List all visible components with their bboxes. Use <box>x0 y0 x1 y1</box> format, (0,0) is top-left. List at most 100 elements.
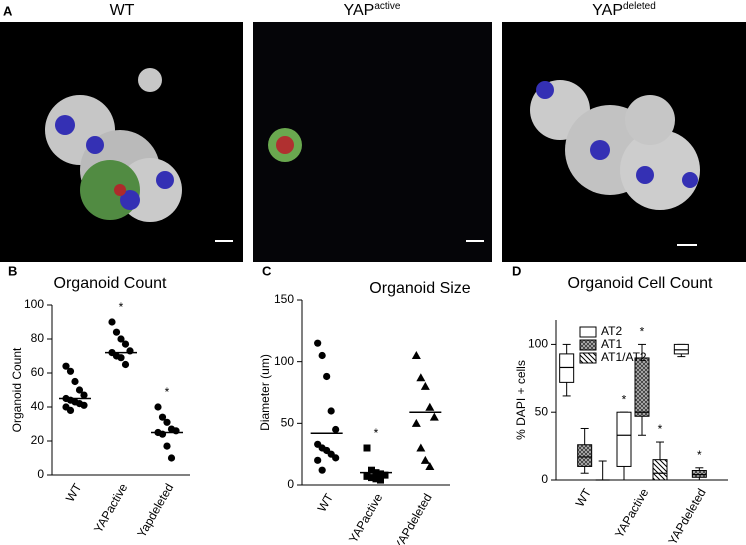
data-point <box>416 443 426 452</box>
data-point <box>372 475 380 483</box>
title-sup: active <box>374 1 401 12</box>
y-tick-label: 100 <box>528 337 548 351</box>
x-tick-label: YAPactive <box>91 481 131 535</box>
image-title: WT <box>110 2 135 19</box>
y-tick-label: 0 <box>287 477 294 491</box>
significance-star: * <box>374 426 379 440</box>
data-point <box>411 351 421 359</box>
x-tick-label: WT <box>315 491 337 515</box>
significance-star: * <box>658 422 663 436</box>
data-point <box>167 454 176 462</box>
image-title: YAPactive <box>344 1 401 20</box>
panel-letter: A <box>3 3 13 18</box>
box <box>634 357 650 417</box>
data-point <box>121 360 130 369</box>
title-text: WT <box>110 2 135 19</box>
data-point <box>377 476 384 484</box>
data-point <box>172 427 180 435</box>
y-tick-label: 80 <box>31 331 45 345</box>
data-point <box>332 425 340 434</box>
y-tick-label: 150 <box>274 292 294 306</box>
title-sup: deleted <box>623 1 656 12</box>
data-point <box>154 403 162 411</box>
x-tick-label: YAPactive <box>346 491 386 545</box>
data-point <box>108 318 116 326</box>
chart-title: Organoid Count <box>54 275 168 292</box>
data-point <box>420 381 430 390</box>
y-axis-label: Diameter (um) <box>258 354 272 431</box>
y-tick-label: 0 <box>37 467 44 481</box>
box <box>673 343 689 355</box>
data-point <box>117 354 125 362</box>
data-point <box>112 328 121 336</box>
x-tick-label: YAPdeleted <box>391 491 434 545</box>
y-tick-label: 40 <box>31 399 45 413</box>
data-point <box>327 407 335 415</box>
data-point <box>377 470 384 478</box>
panel-letter: B <box>8 263 17 278</box>
legend-label: AT1/AT2 <box>601 350 647 364</box>
x-tick-label: Yapdeleted <box>134 481 176 540</box>
data-point <box>425 402 435 411</box>
data-point <box>163 442 171 450</box>
data-point <box>126 347 134 355</box>
data-point <box>381 471 389 479</box>
data-point <box>75 386 84 394</box>
data-point <box>323 372 331 381</box>
data-point <box>80 401 88 409</box>
chart-title: Organoid Cell Count <box>568 275 714 292</box>
y-tick-label: 60 <box>31 365 45 379</box>
data-point <box>416 373 426 382</box>
image-title: YAPdeleted <box>592 1 656 20</box>
legend-label: AT1 <box>601 337 622 351</box>
data-point <box>314 339 322 347</box>
box <box>559 353 575 383</box>
significance-star: * <box>640 325 645 339</box>
data-point <box>163 418 171 426</box>
x-tick-label: WT <box>63 481 85 505</box>
y-tick-label: 20 <box>31 433 45 447</box>
data-point <box>66 367 75 375</box>
y-axis-label: Organoid Count <box>10 347 24 432</box>
data-point <box>411 418 421 427</box>
data-point <box>318 351 326 360</box>
box <box>652 459 668 481</box>
data-point <box>363 472 371 480</box>
channel-label: HOPX <box>14 58 48 72</box>
data-point <box>117 335 125 343</box>
data-point <box>158 430 167 438</box>
data-point <box>363 444 371 452</box>
data-point <box>420 455 430 464</box>
data-point <box>158 413 167 421</box>
significance-star: * <box>697 448 702 462</box>
data-point <box>62 362 70 370</box>
data-point <box>368 466 375 474</box>
panel-letter: C <box>262 263 272 278</box>
channel-label: SFTPC <box>14 80 54 94</box>
chart-title: Organoid Size <box>369 280 470 297</box>
y-tick-label: 100 <box>274 354 294 368</box>
y-axis-label: % DAPI + cells <box>514 360 528 440</box>
y-tick-label: 50 <box>535 404 549 418</box>
data-point <box>318 466 326 474</box>
legend-label: AT2 <box>601 324 622 338</box>
micrograph <box>0 22 746 262</box>
x-tick-label: YAPdeleted <box>665 486 708 545</box>
title-text: YAP <box>344 2 375 19</box>
box <box>616 411 632 467</box>
box <box>577 444 593 467</box>
data-point <box>425 462 435 470</box>
box <box>691 470 707 478</box>
title-text: YAP <box>592 2 623 19</box>
significance-star: * <box>165 385 170 399</box>
y-tick-label: 0 <box>541 472 548 486</box>
legend-swatch <box>579 326 597 338</box>
x-tick-label: YAPactive <box>612 486 652 540</box>
data-point <box>71 377 79 386</box>
significance-star: * <box>119 300 124 314</box>
data-point <box>368 474 375 482</box>
data-point <box>121 340 130 348</box>
legend-swatch <box>579 352 597 364</box>
channel-label: AGER <box>14 36 48 50</box>
